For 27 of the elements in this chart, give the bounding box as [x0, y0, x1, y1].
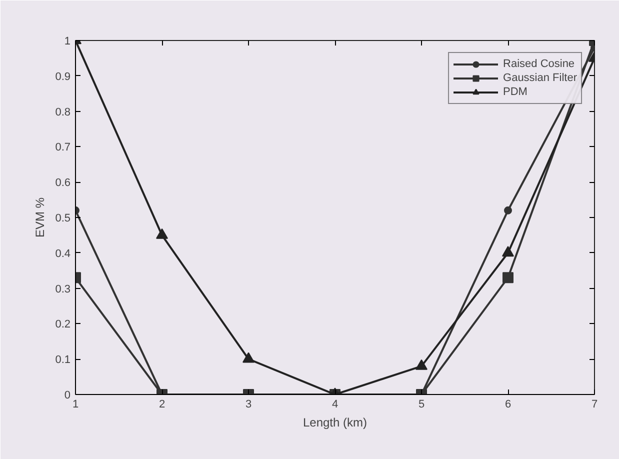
x-tick-label: 3: [245, 398, 252, 410]
x-tick-label: 5: [418, 398, 425, 410]
x-tick-label: 1: [72, 398, 79, 410]
point: [502, 246, 514, 257]
y-tick-label: 0.3: [55, 283, 71, 296]
x-tick-label: 4: [332, 398, 338, 410]
y-tick-label: 0.1: [55, 354, 71, 366]
point: [156, 228, 168, 239]
y-tick-label: 0.2: [55, 318, 71, 331]
legend-label: PDM: [503, 85, 528, 99]
y-tick-label: 0.6: [55, 177, 71, 190]
legend-label: Gaussian Filter: [503, 71, 577, 85]
x-tick-label: 6: [504, 398, 512, 410]
y-tick-label: 0.5: [55, 212, 71, 224]
y-tick-label: 0.4: [55, 248, 71, 260]
point: [416, 359, 428, 370]
y-tick-label: 0: [64, 390, 71, 402]
y-tick-label: 0.7: [55, 142, 71, 154]
y-axis-title: EVM %: [33, 197, 48, 238]
point: [242, 352, 254, 363]
y-tick-label: 1: [64, 36, 71, 48]
x-tick-label: 2: [158, 398, 166, 410]
y-tick-label: 0.8: [55, 106, 71, 118]
x-axis-title: Length (km): [302, 416, 368, 430]
legend-label: Raised Cosine: [503, 57, 575, 71]
x-tick-label: 7: [591, 398, 598, 410]
y-tick-label: 0.9: [55, 70, 71, 83]
